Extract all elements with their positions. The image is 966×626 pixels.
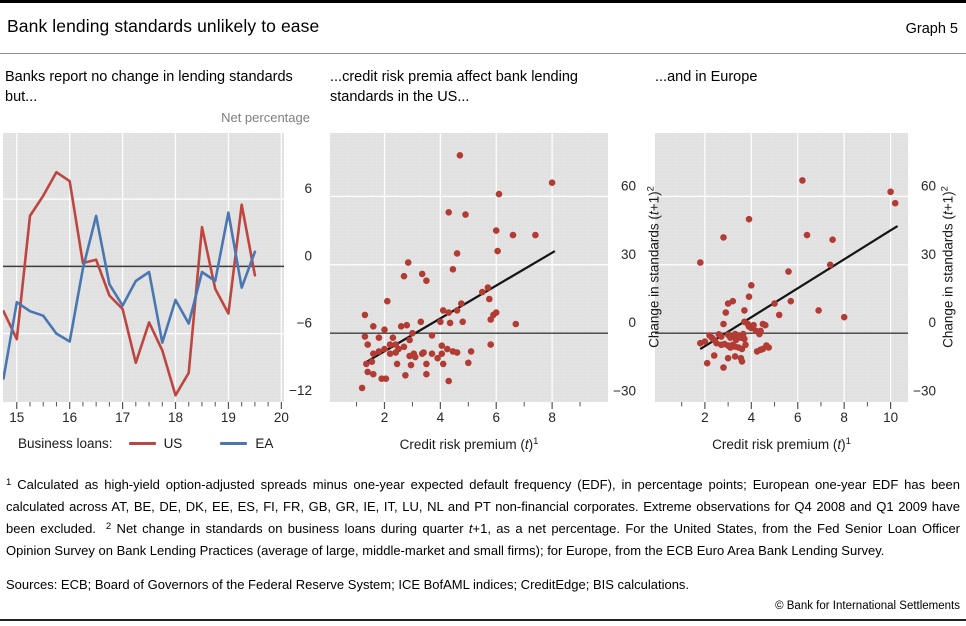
europe-scatter-panel: 2 4 6 8 10 60 30 0 −30 [655, 133, 942, 433]
page-title: Bank lending standards unlikely to ease [7, 16, 320, 36]
legend: Business loans: US EA [3, 436, 303, 451]
svg-text:4: 4 [748, 410, 756, 425]
footnote1-text: Calculated as high-yield option-adjusted… [6, 477, 960, 536]
svg-text:−30: −30 [913, 384, 936, 399]
panel3-yaxis-title: Change in standards (t+1)2 [939, 186, 956, 348]
svg-text:18: 18 [168, 410, 183, 425]
svg-text:0: 0 [628, 315, 636, 330]
svg-text:20: 20 [274, 410, 289, 425]
line-chart-canvas: 15 16 17 18 19 20 6 0 −6 −12 [2, 133, 312, 425]
svg-text:10: 10 [883, 410, 898, 425]
svg-text:8: 8 [840, 410, 848, 425]
yaxis-text-post: +1) [646, 191, 662, 212]
svg-text:8: 8 [548, 410, 556, 425]
yaxis-footnote-ref: 2 [939, 186, 951, 192]
xaxis-footnote-ref: 1 [845, 436, 851, 447]
line-chart-panel: 15 16 17 18 19 20 6 0 −6 −12 [2, 133, 318, 433]
svg-text:−30: −30 [613, 384, 636, 399]
svg-text:0: 0 [304, 248, 312, 263]
svg-text:−6: −6 [297, 316, 312, 331]
svg-text:16: 16 [62, 410, 77, 425]
legend-title: Business loans: [18, 436, 113, 451]
svg-text:−12: −12 [289, 383, 312, 398]
svg-text:6: 6 [492, 410, 500, 425]
xaxis-var: t [524, 437, 529, 452]
panel1-title: Banks report no change in lending standa… [5, 69, 293, 105]
yaxis-text: Change in standards ( [646, 215, 662, 348]
svg-text:19: 19 [221, 410, 236, 425]
net-percentage-axis-label: Net percentage [221, 110, 310, 125]
xaxis-text: Credit risk premium ( [712, 437, 838, 452]
svg-text:0: 0 [928, 315, 936, 330]
footnote2-var: t [468, 521, 473, 536]
scatter-chart-canvas: 2 4 6 8 10 60 30 0 −30 [655, 133, 936, 425]
graph-number-label: Graph 5 [905, 21, 958, 37]
top-border-bar [0, 0, 966, 3]
yaxis-var: t [646, 211, 662, 216]
legend-label-us: US [163, 436, 183, 451]
svg-text:6: 6 [794, 410, 802, 425]
svg-text:15: 15 [9, 410, 24, 425]
footnote2-marker: 2 [105, 521, 112, 532]
xaxis-text-post: ) [841, 437, 846, 452]
svg-text:60: 60 [921, 178, 936, 193]
xaxis-text: Credit risk premium ( [399, 437, 525, 452]
yaxis-var: t [940, 211, 956, 216]
copyright-notice: © Bank for International Settlements [775, 600, 960, 612]
us-scatter-panel: 2 4 6 8 60 30 0 −30 [330, 133, 642, 433]
svg-text:4: 4 [437, 410, 445, 425]
footnote-block: 1 Calculated as high-yield option-adjust… [6, 474, 960, 562]
sources-line: Sources: ECB; Board of Governors of the … [6, 577, 690, 592]
xaxis-text-post: ) [528, 437, 534, 452]
panel3-xaxis-title: Credit risk premium (t)1 [655, 437, 908, 452]
svg-text:6: 6 [304, 181, 312, 196]
xaxis-var: t [837, 437, 842, 452]
us-line-swatch [128, 442, 156, 445]
footnote2-text-post: +1, as a net percentage. For the United … [6, 521, 961, 558]
yaxis-text: Change in standards ( [940, 215, 956, 348]
svg-text:2: 2 [701, 410, 709, 425]
yaxis-text-post: +1) [940, 191, 956, 212]
footnote1-marker: 1 [6, 477, 12, 488]
svg-text:17: 17 [115, 410, 130, 425]
xaxis-footnote-ref: 1 [533, 436, 539, 447]
svg-text:60: 60 [621, 178, 636, 193]
legend-label-ea: EA [255, 436, 274, 451]
panel2-xaxis-title: Credit risk premium (t)1 [330, 437, 608, 452]
svg-text:2: 2 [381, 410, 389, 425]
panel2-yaxis-title: Change in standards (t+1)2 [645, 186, 662, 348]
scatter-chart-canvas: 2 4 6 8 60 30 0 −30 [330, 133, 636, 425]
bottom-border-rule [0, 619, 966, 621]
footnote2-text-pre: Net change in standards on business loan… [111, 521, 469, 536]
ea-line-swatch [220, 442, 248, 445]
panel3-title: ...and in Europe [655, 69, 758, 85]
header-divider [0, 53, 966, 54]
yaxis-footnote-ref: 2 [645, 186, 657, 192]
panel2-title: ...credit risk premia affect bank lendin… [330, 69, 578, 105]
svg-text:30: 30 [921, 247, 936, 262]
svg-text:30: 30 [621, 247, 636, 262]
